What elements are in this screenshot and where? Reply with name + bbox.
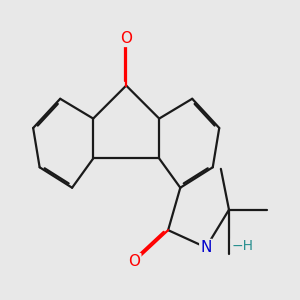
Text: O: O [128,254,140,269]
Text: N: N [200,240,212,255]
Text: O: O [120,31,132,46]
Text: −H: −H [231,239,254,253]
